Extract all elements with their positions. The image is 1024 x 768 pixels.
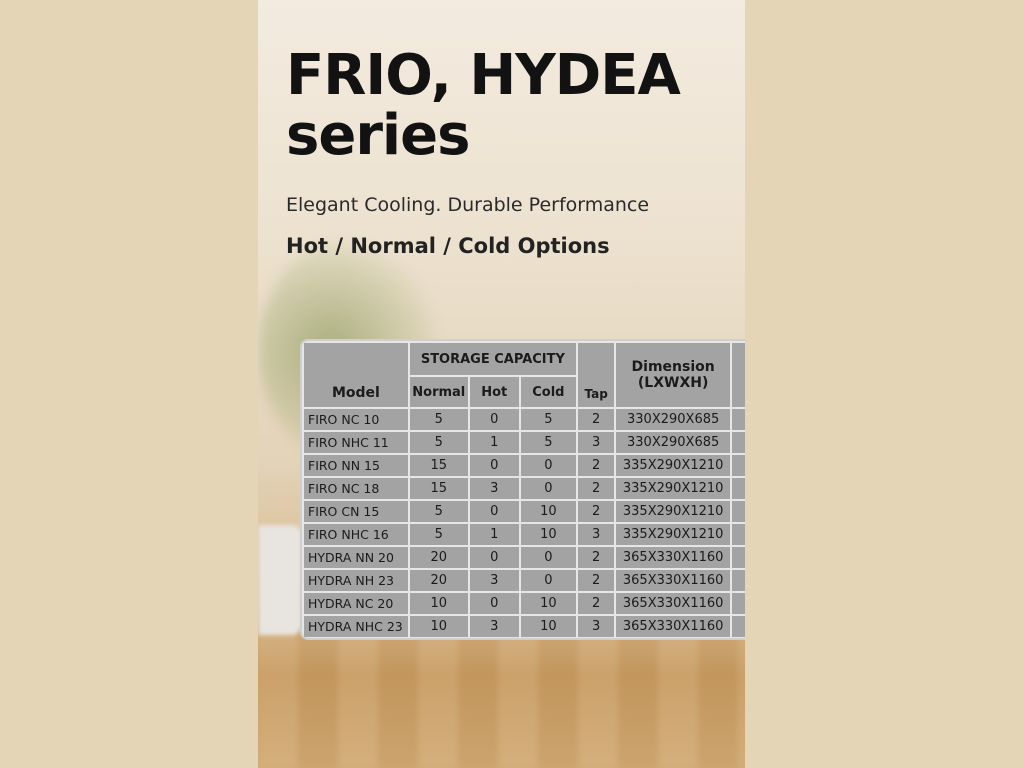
cell-dimension: 335X290X1210 — [614, 499, 732, 524]
cell-model: FIRO NC 18 — [302, 476, 410, 501]
plant-pot — [258, 525, 302, 635]
cell-dimension: 365X330X1160 — [614, 545, 732, 570]
cell-model: FIRO NHC 11 — [302, 430, 410, 455]
cell-hot: 0 — [467, 407, 521, 432]
table-row: FIRO NC 18 15 3 0 2 335X290X1210 — [302, 476, 745, 501]
cell-dimension: 330X290X685 — [614, 407, 732, 432]
table-row: FIRO CN 15 5 0 10 2 335X290X1210 — [302, 499, 745, 524]
cell-extra — [729, 614, 745, 638]
header-normal: Normal — [407, 375, 470, 409]
cell-dimension: 335X290X1210 — [614, 476, 732, 501]
cell-dimension: 335X290X1210 — [614, 522, 732, 547]
title-line-2: series — [286, 103, 470, 168]
header-extra — [729, 341, 745, 409]
cell-dimension: 335X290X1210 — [614, 453, 732, 478]
options-heading: Hot / Normal / Cold Options — [286, 234, 610, 258]
cell-hot: 0 — [467, 591, 521, 616]
cell-cold: 5 — [518, 407, 578, 432]
cell-tap: 2 — [575, 476, 617, 501]
cell-model: HYDRA NN 20 — [302, 545, 410, 570]
cell-dimension: 365X330X1160 — [614, 591, 732, 616]
cell-normal: 15 — [407, 476, 470, 501]
table-row: HYDRA NHC 23 10 3 10 3 365X330X1160 — [302, 614, 745, 638]
table-row: FIRO NN 15 15 0 0 2 335X290X1210 — [302, 453, 745, 478]
table-row: FIRO NC 10 5 0 5 2 330X290X685 — [302, 407, 745, 432]
cell-model: HYDRA NH 23 — [302, 568, 410, 593]
cell-normal: 5 — [407, 407, 470, 432]
cell-model: FIRO NN 15 — [302, 453, 410, 478]
cell-dimension: 365X330X1160 — [614, 568, 732, 593]
cell-normal: 15 — [407, 453, 470, 478]
cell-hot: 0 — [467, 499, 521, 524]
cell-normal: 10 — [407, 591, 470, 616]
cell-tap: 3 — [575, 430, 617, 455]
cell-extra — [729, 522, 745, 547]
cell-extra — [729, 499, 745, 524]
cell-model: HYDRA NC 20 — [302, 591, 410, 616]
cell-tap: 3 — [575, 522, 617, 547]
cell-normal: 10 — [407, 614, 470, 638]
cell-extra — [729, 545, 745, 570]
cell-hot: 1 — [467, 430, 521, 455]
table-row: HYDRA NC 20 10 0 10 2 365X330X1160 — [302, 591, 745, 616]
header-dimension: Dimension (LXWXH) — [614, 341, 732, 409]
cell-cold: 0 — [518, 545, 578, 570]
cell-tap: 2 — [575, 591, 617, 616]
poster-title: FRIO, HYDEA series — [286, 43, 681, 168]
cell-model: FIRO NHC 16 — [302, 522, 410, 547]
cell-cold: 10 — [518, 522, 578, 547]
cell-dimension: 330X290X685 — [614, 430, 732, 455]
cell-extra — [729, 407, 745, 432]
table-row: HYDRA NH 23 20 3 0 2 365X330X1160 — [302, 568, 745, 593]
cell-extra — [729, 476, 745, 501]
cell-cold: 0 — [518, 568, 578, 593]
cell-cold: 0 — [518, 476, 578, 501]
cell-dimension: 365X330X1160 — [614, 614, 732, 638]
cell-model: FIRO NC 10 — [302, 407, 410, 432]
spec-table: Model STORAGE CAPACITY Tap Dimension (LX… — [300, 339, 745, 640]
cell-extra — [729, 568, 745, 593]
cell-hot: 0 — [467, 545, 521, 570]
cell-hot: 3 — [467, 614, 521, 638]
cell-cold: 5 — [518, 430, 578, 455]
table-row: HYDRA NN 20 20 0 0 2 365X330X1160 — [302, 545, 745, 570]
cell-tap: 2 — [575, 453, 617, 478]
header-storage-capacity: STORAGE CAPACITY — [407, 341, 578, 377]
cell-normal: 5 — [407, 430, 470, 455]
wood-floor — [258, 630, 745, 768]
cell-hot: 3 — [467, 568, 521, 593]
cell-extra — [729, 591, 745, 616]
header-cold: Cold — [518, 375, 578, 409]
cell-tap: 2 — [575, 407, 617, 432]
cell-model: FIRO CN 15 — [302, 499, 410, 524]
cell-normal: 20 — [407, 568, 470, 593]
header-model: Model — [302, 341, 410, 409]
subtitle: Elegant Cooling. Durable Performance — [286, 194, 650, 216]
cell-cold: 10 — [518, 499, 578, 524]
cell-tap: 2 — [575, 545, 617, 570]
cell-normal: 5 — [407, 522, 470, 547]
cell-normal: 5 — [407, 499, 470, 524]
cell-tap: 2 — [575, 499, 617, 524]
cell-hot: 0 — [467, 453, 521, 478]
cell-cold: 10 — [518, 591, 578, 616]
cell-cold: 0 — [518, 453, 578, 478]
cell-hot: 3 — [467, 476, 521, 501]
cell-extra — [729, 430, 745, 455]
cell-tap: 3 — [575, 614, 617, 638]
table-row: FIRO NHC 11 5 1 5 3 330X290X685 — [302, 430, 745, 455]
product-poster: FRIO, HYDEA series Elegant Cooling. Durab… — [258, 0, 745, 768]
header-tap: Tap — [575, 341, 617, 409]
title-line-1: FRIO, HYDEA — [286, 43, 681, 108]
table-row: FIRO NHC 16 5 1 10 3 335X290X1210 — [302, 522, 745, 547]
cell-extra — [729, 453, 745, 478]
cell-hot: 1 — [467, 522, 521, 547]
cell-normal: 20 — [407, 545, 470, 570]
cell-model: HYDRA NHC 23 — [302, 614, 410, 638]
cell-cold: 10 — [518, 614, 578, 638]
header-hot: Hot — [467, 375, 521, 409]
cell-tap: 2 — [575, 568, 617, 593]
